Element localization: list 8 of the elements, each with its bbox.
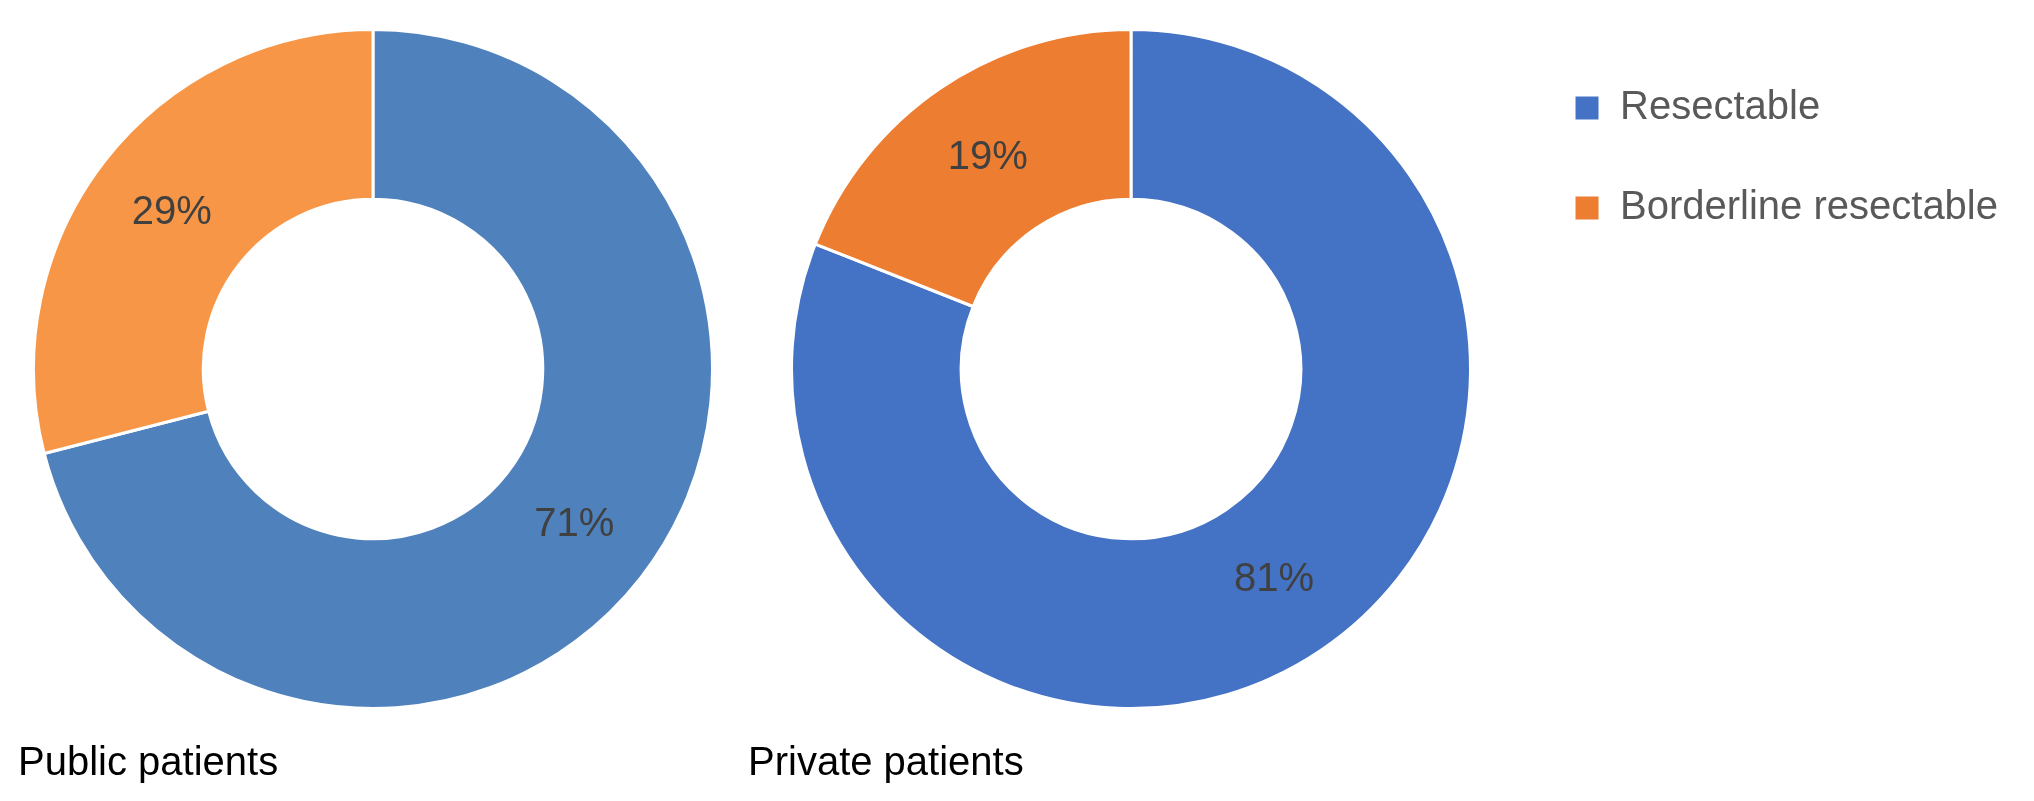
legend-label: Resectable [1620,83,1821,128]
data-label: 29% [131,187,212,232]
data-label: 71% [534,500,615,545]
data-label: 19% [947,133,1028,178]
text: Public patients [18,739,279,784]
text: Private patients [748,739,1024,784]
legend-label: Borderline resectable [1620,183,1999,228]
data-label: 81% [1234,554,1315,599]
